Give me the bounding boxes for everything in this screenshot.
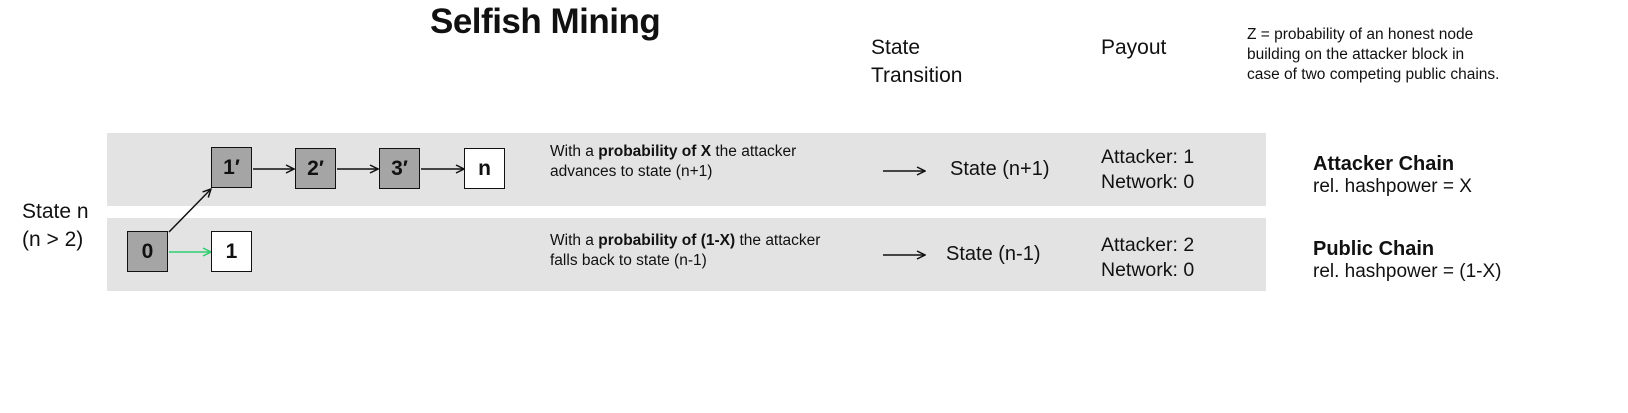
state-label-line1: State n <box>22 200 89 223</box>
attacker-row-transition: State (n+1) <box>950 158 1050 180</box>
state-transition-header-line2: Transition <box>871 64 963 87</box>
block-n: n <box>464 148 505 189</box>
block-3-prime: 3′ <box>379 148 420 189</box>
public-chain-info: Public Chain rel. hashpower = (1-X) <box>1313 238 1502 283</box>
block-1-prime: 1′ <box>211 147 252 188</box>
state-transition-header-line1: State <box>871 36 921 59</box>
desc-probability: probability of X <box>598 143 712 160</box>
payout-network: Network: 0 <box>1101 171 1195 193</box>
desc-line2: advances to state (n+1) <box>550 163 713 180</box>
block-0: 0 <box>127 231 168 272</box>
public-row-payout: Attacker: 2 Network: 0 <box>1101 233 1194 283</box>
z-probability-note: Z = probability of an honest node buildi… <box>1247 25 1547 85</box>
chain-hashpower: rel. hashpower = (1-X) <box>1313 261 1502 282</box>
desc-suffix: the attacker <box>735 232 821 249</box>
public-row-band <box>107 218 1266 291</box>
attacker-row-payout: Attacker: 1 Network: 0 <box>1101 145 1194 195</box>
state-transition-header: State Transition <box>871 34 962 90</box>
desc-probability: probability of (1-X) <box>598 232 736 249</box>
block-2-prime: 2′ <box>295 148 336 189</box>
block-1-public: 1 <box>211 231 252 272</box>
chain-name: Public Chain <box>1313 238 1435 260</box>
payout-attacker: Attacker: 1 <box>1101 146 1195 168</box>
desc-prefix: With a <box>550 143 599 160</box>
payout-network: Network: 0 <box>1101 259 1195 281</box>
link-0-to-1prime <box>168 189 211 233</box>
z-note-line2: building on the attacker block in <box>1247 46 1465 63</box>
desc-prefix: With a <box>550 232 599 249</box>
public-row-transition: State (n-1) <box>946 243 1041 265</box>
payout-header: Payout <box>1101 36 1167 59</box>
payout-attacker: Attacker: 2 <box>1101 234 1195 256</box>
desc-suffix: the attacker <box>711 143 797 160</box>
page-title: Selfish Mining <box>430 2 661 41</box>
state-label: State n (n > 2) <box>22 198 89 254</box>
z-note-line3: case of two competing public chains. <box>1247 66 1500 83</box>
chain-name: Attacker Chain <box>1313 153 1455 175</box>
state-label-line2: (n > 2) <box>22 228 84 251</box>
attacker-row-description: With a probability of X the attacker adv… <box>550 142 860 182</box>
public-row-description: With a probability of (1-X) the attacker… <box>550 231 860 271</box>
desc-line2: falls back to state (n-1) <box>550 252 707 269</box>
attacker-chain-info: Attacker Chain rel. hashpower = X <box>1313 153 1472 198</box>
chain-hashpower: rel. hashpower = X <box>1313 176 1472 197</box>
z-note-line1: Z = probability of an honest node <box>1247 26 1474 43</box>
